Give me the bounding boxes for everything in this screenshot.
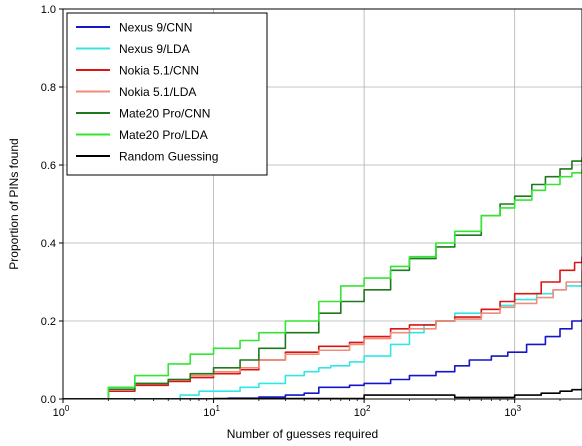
plot-frame [62, 8, 582, 400]
x-tick-base: 10 [504, 407, 516, 419]
x-axis-label: Number of guesses required [227, 427, 378, 441]
legend-box [66, 12, 268, 176]
y-tick-label: 1.0 [41, 4, 56, 16]
y-tick-label: 0.0 [41, 394, 56, 406]
legend-label-1: Nexus 9/LDA [119, 42, 190, 56]
series-line-3 [63, 270, 582, 399]
legend-label-2: Nokia 5.1/CNN [119, 64, 199, 78]
series-line-1 [63, 278, 582, 399]
y-axis-label: Proportion of PINs found [7, 138, 21, 269]
x-tick-label: 101 [203, 404, 220, 419]
x-tick-label: 103 [504, 404, 521, 419]
legend-label-5: Mate20 Pro/LDA [119, 128, 208, 142]
legend-label-0: Nexus 9/CNN [119, 21, 192, 35]
series-line-5 [63, 168, 582, 399]
y-tick-label: 0.8 [41, 82, 56, 94]
legend: Nexus 9/CNN Nexus 9/LDA Nokia 5.1/CNN Nokia… [66, 12, 268, 176]
x-tick-base: 10 [203, 407, 215, 419]
x-tick-label: 102 [354, 404, 371, 419]
legend-label-6: Random Guessing [119, 150, 218, 164]
series-line-2 [63, 256, 582, 399]
y-tick-label: 0.6 [41, 160, 56, 172]
x-tick-exponent: 3 [517, 404, 522, 413]
x-tick-base: 10 [354, 407, 366, 419]
x-tick-base: 10 [53, 407, 65, 419]
x-tick-exponent: 1 [215, 404, 220, 413]
series-line-6 [63, 388, 582, 399]
series-layer [63, 157, 582, 399]
x-tick-label: 100 [53, 404, 70, 419]
series-line-0 [63, 319, 582, 399]
y-tick-label: 0.4 [41, 238, 56, 250]
x-tick-exponent: 0 [65, 404, 70, 413]
y-tick-label: 0.2 [41, 316, 56, 328]
x-tick-exponent: 2 [366, 404, 371, 413]
legend-label-4: Mate20 Pro/CNN [119, 107, 210, 121]
legend-label-3: Nokia 5.1/LDA [119, 85, 196, 99]
series-line-4 [63, 157, 582, 399]
